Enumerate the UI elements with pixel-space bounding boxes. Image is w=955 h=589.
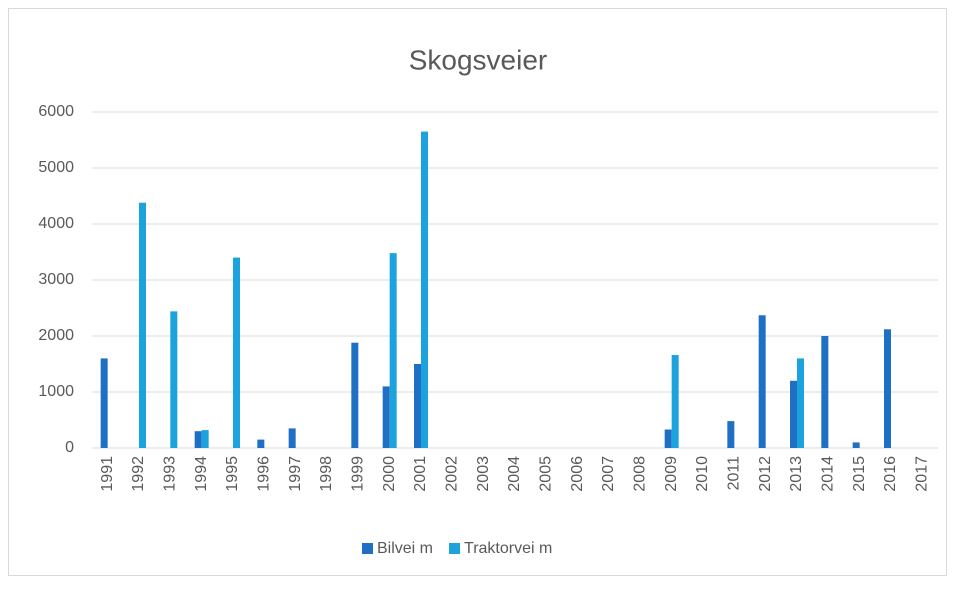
y-tick-label: 2000 xyxy=(38,327,74,344)
x-tick-label: 2013 xyxy=(788,456,805,492)
x-tick-label: 1999 xyxy=(350,456,367,492)
x-tick-label: 2001 xyxy=(412,456,429,492)
bar xyxy=(351,342,359,448)
legend-swatch xyxy=(362,543,373,554)
bar xyxy=(194,431,202,448)
x-tick-label: 2017 xyxy=(914,456,931,492)
legend-label: Traktorvei m xyxy=(464,540,552,557)
x-tick-label: 2004 xyxy=(506,456,523,492)
bar xyxy=(139,202,146,448)
x-tick-label: 1993 xyxy=(162,456,179,492)
x-tick-label: 2000 xyxy=(381,456,398,492)
x-tick-label: 2012 xyxy=(757,456,774,492)
x-tick-label: 1995 xyxy=(224,456,241,492)
bar xyxy=(727,421,735,448)
x-tick-label: 2009 xyxy=(663,456,680,492)
legend-label: Bilvei m xyxy=(377,540,433,557)
x-tick-label: 2011 xyxy=(726,456,743,491)
x-tick-label: 2016 xyxy=(882,456,899,492)
x-tick-label: 2002 xyxy=(444,456,461,492)
bar xyxy=(821,336,829,448)
x-tick-label: 1994 xyxy=(193,456,210,492)
bar xyxy=(414,364,421,448)
x-tick-label: 2015 xyxy=(851,456,868,492)
bar xyxy=(257,439,265,448)
x-tick-label: 1998 xyxy=(318,456,335,492)
chart-title: Skogsveier xyxy=(409,44,548,75)
bar xyxy=(664,429,672,448)
bar xyxy=(288,428,296,448)
x-tick-label: 2006 xyxy=(569,456,586,492)
bar xyxy=(389,253,397,448)
legend-swatch xyxy=(449,543,461,554)
y-tick-label: 0 xyxy=(65,439,74,456)
x-tick-label: 2008 xyxy=(632,456,649,492)
y-tick-label: 6000 xyxy=(38,103,74,120)
bar xyxy=(382,386,390,448)
chart-frame xyxy=(8,8,947,576)
bar xyxy=(797,358,804,448)
x-tick-label: 1997 xyxy=(287,456,304,492)
bar xyxy=(852,442,860,448)
y-tick-label: 5000 xyxy=(38,159,74,176)
x-tick-label: 2005 xyxy=(538,456,555,492)
bar xyxy=(421,131,428,448)
bar xyxy=(100,358,108,448)
x-tick-label: 2003 xyxy=(475,456,492,492)
bar xyxy=(758,315,766,448)
y-tick-label: 3000 xyxy=(38,271,74,288)
bar xyxy=(671,355,679,448)
bar xyxy=(233,257,240,448)
bar xyxy=(201,430,209,448)
x-tick-label: 2007 xyxy=(600,456,617,492)
x-tick-label: 1996 xyxy=(256,456,273,492)
y-tick-label: 4000 xyxy=(38,215,74,232)
x-tick-label: 2014 xyxy=(820,456,837,492)
x-tick-label: 2010 xyxy=(694,456,711,492)
x-tick-label: 1991 xyxy=(99,456,116,492)
bar xyxy=(884,329,891,448)
bar xyxy=(790,380,797,448)
bar xyxy=(170,311,178,448)
y-tick-label: 1000 xyxy=(38,383,74,400)
x-tick-label: 1992 xyxy=(130,456,147,492)
